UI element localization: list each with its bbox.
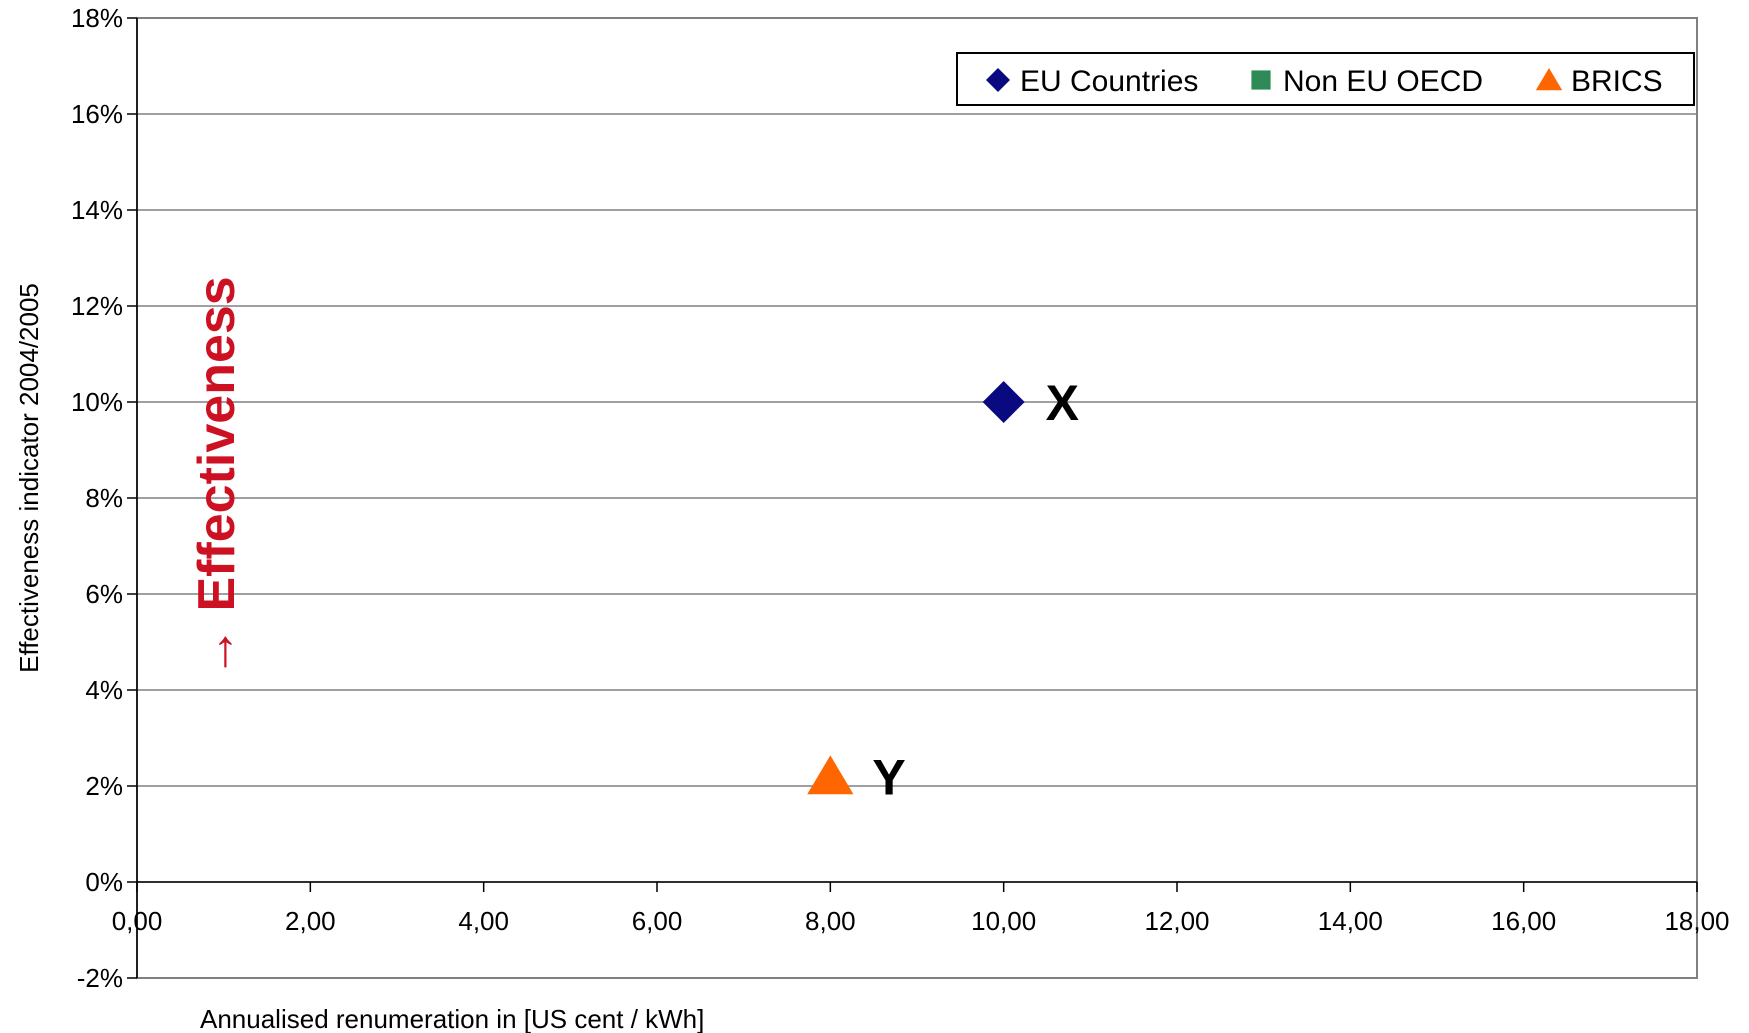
x-tick-label: 6,00 (632, 906, 683, 936)
data-point (807, 755, 854, 795)
x-tick-label: 12,00 (1144, 906, 1209, 936)
x-tick-label: 18,00 (1664, 906, 1729, 936)
data-point-label: X (1046, 375, 1079, 431)
legend: EU Countries Non EU OECD BRICS (956, 52, 1695, 106)
x-tick-label: 10,00 (971, 906, 1036, 936)
legend-label: EU Countries (1020, 65, 1198, 98)
y-tick-label: 16% (71, 99, 123, 129)
y-tick-label: 12% (71, 291, 123, 321)
x-tick-label: 4,00 (458, 906, 509, 936)
y-tick-label: 0% (85, 867, 123, 897)
y-tick-label: 14% (71, 195, 123, 225)
y-tick-label: 18% (71, 3, 123, 33)
x-tick-label: 16,00 (1491, 906, 1556, 936)
x-tick-label: 2,00 (285, 906, 336, 936)
y-tick-label: 8% (85, 483, 123, 513)
legend-box (956, 52, 1695, 106)
data-point-label: Y (872, 749, 905, 805)
y-axis-tick-labels: -2% 0% 2% 4% 6% 8% 10% 12% 14% 16% 18% (71, 3, 123, 993)
legend-items: EU Countries Non EU OECD BRICS (986, 65, 1663, 98)
x-tick-label: 0,00 (112, 906, 163, 936)
data-points: XY (807, 375, 1079, 805)
legend-marker (1535, 68, 1563, 91)
effectiveness-annotation: → Effectiveness (188, 276, 246, 678)
x-tick-label: 14,00 (1318, 906, 1383, 936)
legend-label: Non EU OECD (1283, 65, 1483, 98)
legend-marker (1251, 70, 1271, 90)
axes (127, 17, 1698, 979)
data-point (982, 381, 1025, 423)
y-tick-label: 10% (71, 387, 123, 417)
legend-marker (986, 68, 1010, 92)
x-axis-title: Annualised renumeration in [US cent / kW… (200, 1004, 704, 1033)
x-axis-tick-labels: 0,00 2,00 4,00 6,00 8,00 10,00 12,00 14,00 16,00… (112, 906, 1730, 936)
x-tick-label: 8,00 (805, 906, 856, 936)
y-tick-label: 6% (85, 579, 123, 609)
y-tick-label: 4% (85, 675, 123, 705)
y-tick-label: -2% (77, 963, 123, 993)
legend-label: BRICS (1571, 65, 1663, 98)
y-axis-title: Effectiveness indicator 2004/2005 (14, 283, 44, 673)
y-tick-label: 2% (85, 771, 123, 801)
